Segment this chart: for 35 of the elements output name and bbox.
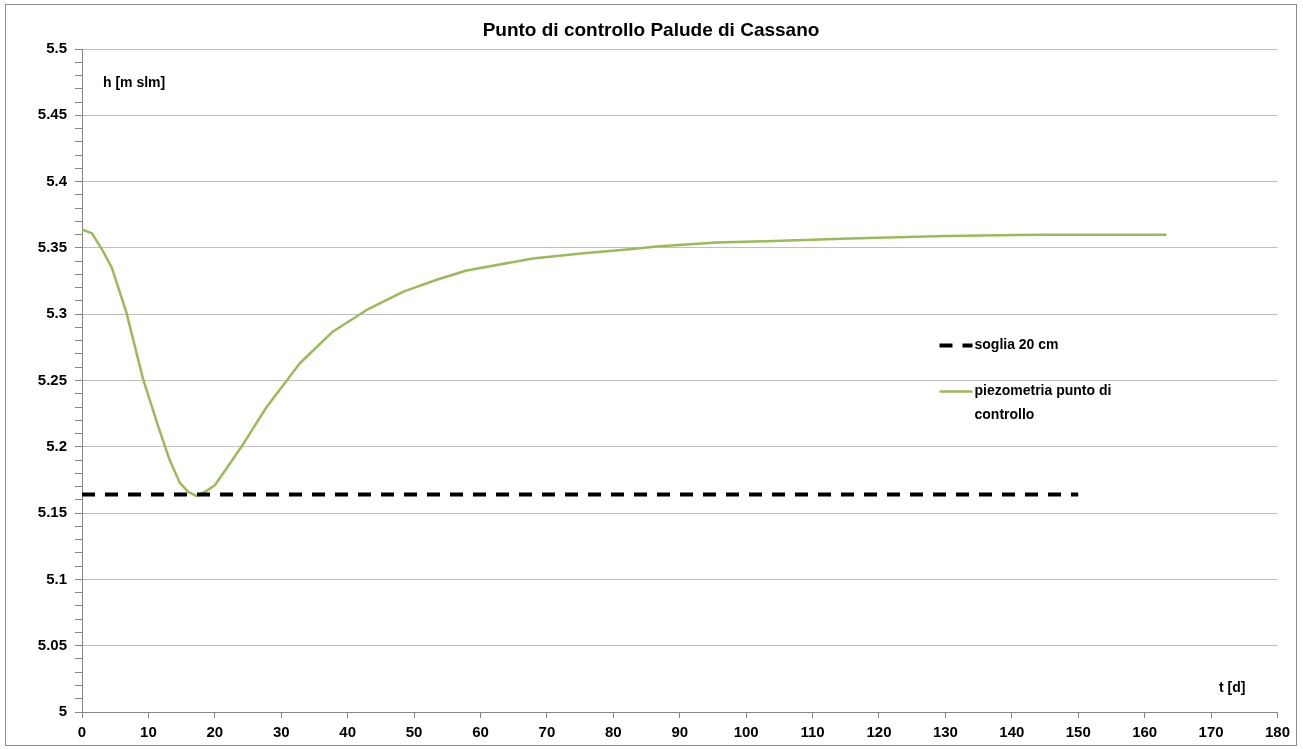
x-tick-label: 60 — [472, 723, 489, 741]
chart-title: Punto di controllo Palude di Cassano — [482, 19, 820, 41]
x-tick-label: 10 — [140, 723, 157, 741]
x-tick-label: 80 — [604, 723, 622, 741]
x-tick-label: 50 — [405, 723, 423, 741]
y-tick-label: 5.35 — [37, 238, 67, 256]
y-tick-label: 5.3 — [46, 304, 67, 322]
x-tick-label: 90 — [671, 723, 689, 741]
x-tick-label: 180 — [1264, 723, 1290, 741]
x-tick-label: 110 — [800, 723, 825, 741]
y-tick-label: 5.15 — [37, 503, 67, 521]
y-tick-label: 5.2 — [46, 436, 67, 454]
x-tick-label: 160 — [1132, 723, 1158, 741]
legend-label: soglia 20 cm — [974, 336, 1059, 353]
x-tick-label: 0 — [77, 723, 87, 741]
y-tick-label: 5 — [58, 702, 67, 720]
x-tick-label: 150 — [1065, 723, 1091, 741]
x-tick-label: 140 — [999, 723, 1025, 741]
y-tick-label: 5.5 — [46, 39, 67, 57]
x-tick-label: 70 — [538, 723, 556, 741]
y-tick-label: 5.1 — [46, 569, 67, 587]
y-tick-label: 5.25 — [37, 370, 67, 388]
x-tick-label: 130 — [932, 723, 958, 741]
x-tick-label: 120 — [866, 723, 892, 741]
x-axis-title: t [d] — [1219, 678, 1246, 695]
x-tick-label: 100 — [733, 723, 759, 741]
y-tick-label: 5.05 — [37, 635, 67, 653]
y-tick-label: 5.4 — [46, 171, 68, 189]
y-tick-label: 5.45 — [37, 105, 67, 123]
y-axis-title: h [m slm] — [103, 73, 166, 90]
x-tick-label: 30 — [272, 723, 290, 741]
x-tick-label: 170 — [1198, 723, 1224, 741]
x-tick-label: 20 — [206, 723, 224, 741]
x-tick-label: 40 — [339, 723, 357, 741]
legend-label: piezometria punto di controllo — [974, 382, 1112, 423]
